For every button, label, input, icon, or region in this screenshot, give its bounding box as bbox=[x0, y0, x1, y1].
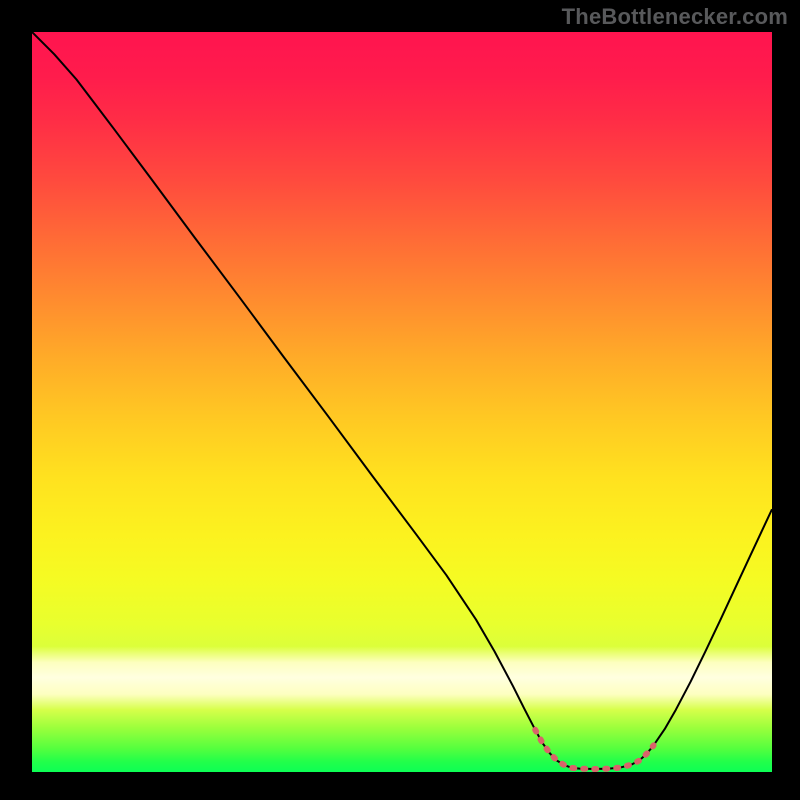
bottleneck-curve-plot bbox=[32, 32, 772, 772]
watermark-text: TheBottlenecker.com bbox=[562, 4, 788, 30]
plot-svg bbox=[32, 32, 772, 772]
plot-background bbox=[32, 32, 772, 772]
chart-frame: TheBottlenecker.com bbox=[0, 0, 800, 800]
